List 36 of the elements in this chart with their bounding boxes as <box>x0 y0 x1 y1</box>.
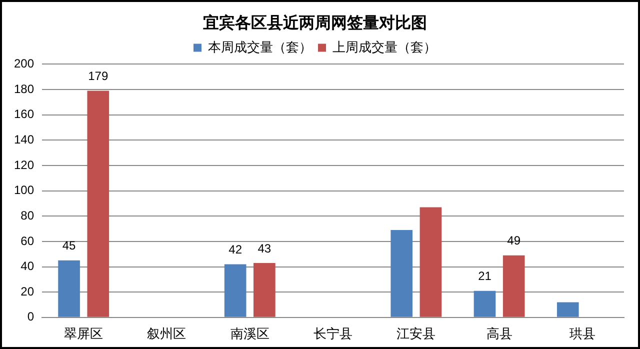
x-tick-label: 南溪区 <box>230 326 270 341</box>
y-tick-label: 80 <box>20 208 34 222</box>
bar <box>502 255 525 317</box>
data-label: 49 <box>507 234 521 248</box>
y-tick-label: 140 <box>14 132 34 146</box>
y-tick-label: 160 <box>14 107 34 122</box>
y-tick-label: 40 <box>20 259 34 274</box>
data-label: 43 <box>258 241 272 256</box>
y-tick-label: 20 <box>20 284 34 298</box>
data-label: 45 <box>62 238 76 253</box>
bar <box>420 207 442 317</box>
data-label: 42 <box>228 242 242 257</box>
legend-label: 上周成交量（套） <box>332 39 436 54</box>
bar <box>87 90 110 317</box>
y-tick-label: 120 <box>14 158 34 172</box>
x-tick-label: 翠屏区 <box>64 326 104 341</box>
data-label: 179 <box>88 69 108 84</box>
bar <box>58 260 80 317</box>
y-tick-label: 60 <box>20 234 34 248</box>
x-tick-label: 江安县 <box>396 326 436 341</box>
x-tick-label: 高县 <box>486 326 512 341</box>
y-tick-label: 100 <box>14 183 34 198</box>
y-tick-label: 0 <box>27 310 34 324</box>
bar <box>474 290 496 317</box>
bar <box>556 302 579 317</box>
x-tick-label: 长宁县 <box>314 326 353 341</box>
data-label: 21 <box>478 269 492 284</box>
bar <box>224 264 246 317</box>
bar <box>390 230 413 317</box>
bar <box>254 262 276 317</box>
y-tick-label: 200 <box>14 56 34 71</box>
legend-label: 本周成交量（套） <box>208 39 312 54</box>
x-tick-label: 珙县 <box>569 326 596 341</box>
chart-title: 宜宾各区县近两周网签量对比图 <box>203 13 427 32</box>
y-tick-label: 180 <box>14 82 34 96</box>
x-tick-label: 叙州区 <box>147 326 186 341</box>
